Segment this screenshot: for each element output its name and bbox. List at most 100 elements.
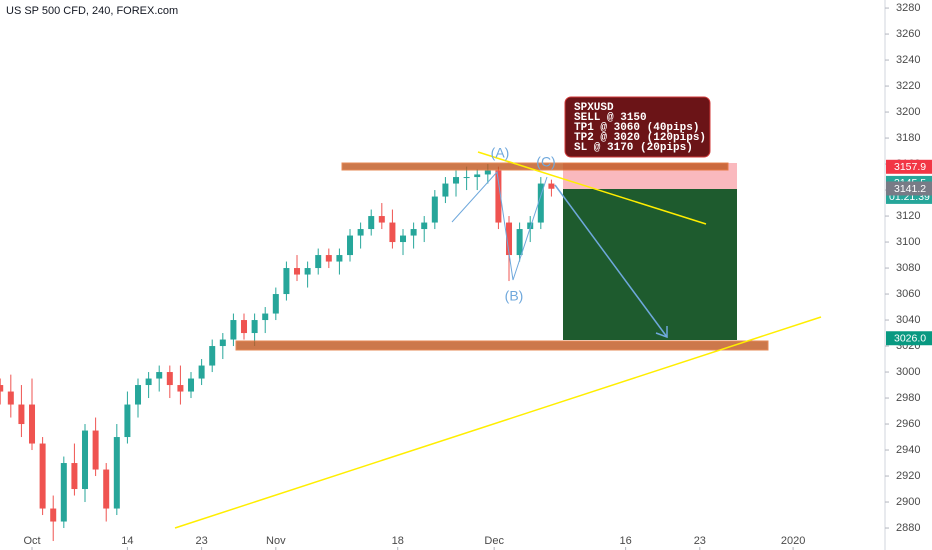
- y-tick-label: 3000: [896, 366, 920, 378]
- candle-body: [368, 216, 375, 230]
- candle-body: [378, 216, 385, 223]
- candle-body: [431, 196, 438, 223]
- candle-body: [39, 443, 46, 509]
- candle-body: [145, 378, 152, 386]
- wave-label: (A): [491, 145, 510, 161]
- candle-body: [7, 391, 14, 405]
- y-tick-label: 3120: [896, 210, 920, 222]
- trend-line: [477, 151, 707, 225]
- candle-body: [347, 235, 354, 256]
- support-zone: [235, 340, 769, 351]
- y-tick-label: 2940: [896, 444, 920, 456]
- wave-line: [451, 170, 548, 281]
- x-tick-label: Dec: [484, 535, 504, 547]
- candle-body: [156, 372, 163, 379]
- y-tick-label: 2900: [896, 496, 920, 508]
- candle-body: [474, 174, 481, 178]
- candle-body: [506, 222, 513, 256]
- y-tick-label: 3100: [896, 236, 920, 248]
- candle-body: [124, 404, 131, 438]
- arrow: [554, 184, 668, 338]
- candle-body: [410, 229, 417, 236]
- x-tick-label: 23: [195, 535, 207, 547]
- candle-body: [262, 313, 269, 321]
- y-tick-label: 2980: [896, 392, 920, 404]
- candle-body: [135, 385, 142, 405]
- y-tick-label: 2880: [896, 522, 920, 534]
- candle-body: [219, 339, 226, 347]
- candle-body: [50, 508, 57, 522]
- y-tick-label: 3180: [896, 132, 920, 144]
- candle-body: [60, 463, 67, 522]
- candle-body: [198, 365, 205, 379]
- price-label-bg: [886, 181, 932, 196]
- note-line: TP1 @ 3060 (40pips): [574, 122, 699, 134]
- candle-body: [463, 177, 470, 179]
- note-line: SPXUSD: [574, 102, 614, 114]
- note-box: [564, 96, 711, 158]
- x-tick-label: 14: [121, 535, 133, 547]
- candle-body: [442, 183, 449, 197]
- y-tick-label: 3200: [896, 106, 920, 118]
- arrow-head: [655, 326, 668, 339]
- candle-body: [188, 378, 195, 392]
- candle-body: [516, 229, 523, 256]
- price-label: 3026.0: [894, 333, 926, 345]
- price-label-bg: [886, 159, 932, 174]
- price-label: 3157.9: [894, 161, 926, 173]
- candle-body: [251, 320, 258, 334]
- y-tick-label: 3240: [896, 54, 920, 66]
- candle-body: [484, 170, 491, 175]
- trend-line: [174, 316, 822, 529]
- note-line: SL @ 3170 (20pips): [574, 142, 693, 154]
- y-tick-label: 3280: [896, 2, 920, 14]
- candle-body: [0, 385, 4, 392]
- candle-body: [548, 183, 555, 189]
- candles: [0, 164, 555, 542]
- candle-body: [325, 255, 332, 262]
- candle-body: [103, 469, 110, 509]
- candle-body: [92, 430, 99, 470]
- wave-label: (B): [505, 288, 524, 304]
- candle-body: [82, 430, 89, 490]
- candle-body: [336, 255, 343, 262]
- resistance-zone: [341, 162, 729, 171]
- wave-label: (C): [536, 154, 555, 170]
- candle-body: [294, 268, 301, 275]
- x-tick-label: 2020: [781, 535, 805, 547]
- candle-body: [230, 320, 237, 340]
- candle-body: [389, 222, 396, 243]
- candle-body: [209, 346, 216, 366]
- candle-body: [18, 404, 25, 425]
- x-tick-label: 16: [619, 535, 631, 547]
- price-label: 3141.2: [894, 183, 926, 195]
- note-line: TP2 @ 3020 (120pips): [574, 132, 706, 144]
- y-tick-label: 3220: [896, 80, 920, 92]
- candle-body: [400, 235, 407, 243]
- y-tick-label: 3260: [896, 28, 920, 40]
- y-tick-label: 3040: [896, 314, 920, 326]
- candle-body: [315, 255, 322, 269]
- note-line: SELL @ 3150: [574, 112, 647, 124]
- y-tick-label: 3080: [896, 262, 920, 274]
- candle-body: [304, 268, 311, 275]
- candle-body: [527, 222, 534, 230]
- chart-title: US SP 500 CFD, 240, FOREX.com: [6, 5, 178, 17]
- candle-body: [495, 170, 502, 223]
- candle-body: [71, 463, 78, 490]
- x-tick-label: Nov: [266, 535, 286, 547]
- candle-body: [283, 268, 290, 295]
- x-tick-label: 23: [694, 535, 706, 547]
- y-tick-label: 2920: [896, 470, 920, 482]
- candle-body: [421, 222, 428, 230]
- candle-body: [166, 372, 173, 386]
- candle-body: [537, 183, 544, 223]
- candle-body: [29, 404, 36, 444]
- x-tick-label: Oct: [23, 535, 40, 547]
- candle-body: [453, 177, 460, 184]
- price-label-bg: [886, 331, 932, 346]
- candle-body: [272, 294, 279, 314]
- y-tick-label: 3060: [896, 288, 920, 300]
- candle-body: [113, 437, 120, 509]
